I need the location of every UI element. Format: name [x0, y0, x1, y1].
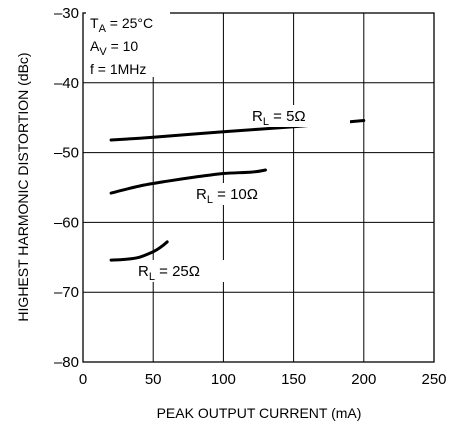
- series-line-2: [109, 168, 267, 195]
- condition-av: AV = 10: [90, 38, 138, 58]
- plot-frame: [82, 12, 435, 363]
- condition-frequency: f = 1MHz: [90, 61, 146, 77]
- x-tick-label: 150: [281, 371, 306, 388]
- grid: [82, 12, 435, 363]
- condition-ta: TA = 25°C: [90, 15, 153, 35]
- y-tick-label: –40: [54, 75, 79, 92]
- y-tick-label: –80: [54, 354, 79, 371]
- x-tick-label: 100: [211, 371, 236, 388]
- series-label-1: RL = 5Ω: [252, 108, 306, 128]
- y-tick-label: –60: [54, 214, 79, 231]
- series-line-3: [109, 240, 169, 262]
- tick-labels: 0 50 100 150 200 250 –30 –40 –50 –60 –70 –80: [54, 5, 447, 388]
- series-label-3: RL = 25Ω: [138, 263, 200, 283]
- x-tick-label: 250: [421, 371, 446, 388]
- y-axis-label: HIGHEST HARMONIC DISTORTION (dBc): [15, 52, 31, 321]
- y-tick-label: –70: [54, 284, 79, 301]
- y-tick-label: –30: [54, 5, 79, 22]
- series-label-background: [194, 183, 292, 205]
- x-tick-label: 50: [145, 371, 162, 388]
- x-axis-label: PEAK OUTPUT CURRENT (mA): [157, 405, 362, 421]
- x-tick-label: 0: [79, 371, 87, 388]
- series-label-background: [250, 105, 350, 127]
- series-labels: RL = 5Ω RL = 10Ω RL = 25Ω: [136, 105, 350, 283]
- y-tick-label: –50: [54, 145, 79, 162]
- series-label-2: RL = 10Ω: [196, 186, 258, 206]
- conditions-box: [86, 9, 170, 77]
- x-tick-label: 200: [351, 371, 376, 388]
- series-label-background: [136, 260, 234, 282]
